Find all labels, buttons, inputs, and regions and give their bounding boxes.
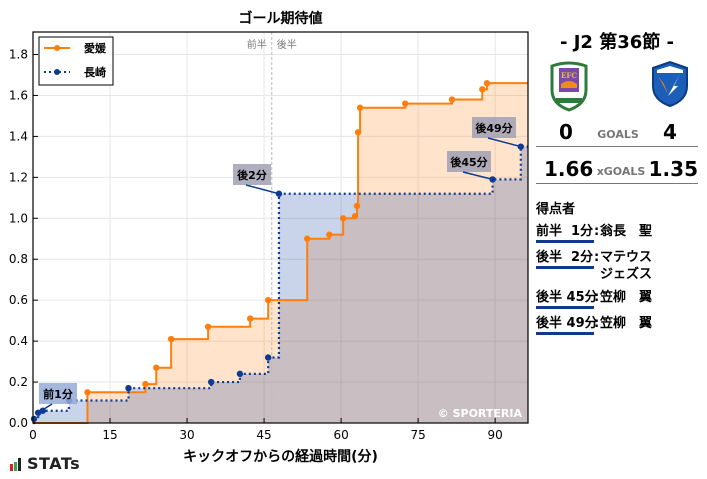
svg-text:後49分: 後49分: [475, 121, 512, 135]
grid-lines: [32, 32, 528, 424]
ehime-crest-icon: EFC: [550, 61, 588, 112]
svg-text:EFC: EFC: [561, 71, 577, 80]
stats-bars-icon: [10, 458, 21, 471]
scorer-row: 後半 2分: マテウス ジェズス: [536, 249, 653, 282]
svg-text:後2分: 後2分: [237, 168, 267, 182]
scorer-row: 後半 45分: 笠柳 翼: [536, 289, 698, 309]
svg-text:0.2: 0.2: [9, 375, 28, 389]
legend-nagasaki-marker: [54, 69, 60, 75]
scorer-row: 前半 1分: 翁長 聖: [536, 223, 698, 243]
chart-title: ゴール期待値: [238, 11, 323, 27]
legend-ehime-marker: [54, 45, 60, 51]
scorers-header: 得点者: [536, 202, 576, 217]
svg-text:60: 60: [333, 428, 348, 442]
scorer-time: 後半 45分: [536, 289, 598, 309]
goals-label: GOALS: [597, 128, 639, 141]
stats-logo: STATs: [10, 454, 81, 473]
home-goals: 0: [559, 120, 573, 144]
svg-text:後45分: 後45分: [450, 155, 487, 169]
svg-text:0.8: 0.8: [9, 252, 28, 266]
axis-ticks: 0 15 30 45 60 75 90 0.0 0.2 0.4 0.6 0.8 1.0 1.2 1.4 1.6…: [9, 48, 503, 442]
away-goals: 4: [663, 120, 677, 144]
xgoals-row: 1.66 xGOALS 1.35: [536, 147, 698, 184]
svg-text:前1分: 前1分: [43, 387, 73, 401]
svg-text:0.6: 0.6: [9, 293, 28, 307]
plot-frame: [32, 31, 529, 424]
svg-text:1.0: 1.0: [9, 211, 28, 225]
svg-text:1.4: 1.4: [9, 129, 28, 143]
first-half-label: 前半: [247, 38, 267, 51]
x-axis-label: キックオフからの経過時間(分): [183, 449, 378, 465]
second-half-label: 後半: [277, 38, 297, 51]
goals-row: 0 GOALS 4: [536, 120, 698, 147]
area-fills: [33, 83, 528, 424]
svg-text:90: 90: [487, 428, 502, 442]
team-logos: EFC: [536, 60, 698, 112]
round-title: - J2 第36節 -: [559, 32, 674, 53]
goal-annotations: 前1分 後2分 後45分 後49分: [37, 117, 522, 414]
match-summary: - J2 第36節 - EFC 0 GOALS 4 1.66 xGOALS 1.…: [536, 28, 698, 341]
svg-text:15: 15: [102, 428, 117, 442]
legend: 愛媛 長崎: [38, 36, 114, 86]
watermark: © SPORTERIA: [438, 407, 523, 420]
svg-text:0.4: 0.4: [9, 334, 28, 348]
scorer-row: 後半 49分: 笠柳 翼: [536, 315, 698, 335]
stats-logo-text: STATs: [27, 454, 81, 473]
svg-text:0: 0: [29, 428, 37, 442]
svg-text:1.6: 1.6: [9, 88, 28, 102]
svg-text:0.0: 0.0: [9, 416, 28, 430]
scorer-name: 翁長 聖: [600, 224, 653, 239]
scorer-time: 後半 2分: [536, 249, 594, 269]
svg-text:45: 45: [256, 428, 271, 442]
nagasaki-crest-icon: [652, 60, 688, 108]
svg-text:1.8: 1.8: [9, 48, 28, 62]
away-xg: 1.35: [648, 157, 698, 181]
legend-label-nagasaki: 長崎: [84, 65, 106, 79]
scorers-list: 得点者 前半 1分: 翁長 聖 後半 2分: マテウス ジェズス 後半 45分:…: [536, 198, 698, 335]
scorer-name: マテウス ジェズス: [600, 250, 653, 282]
scorer-name: 笠柳 翼: [600, 290, 653, 305]
scorer-name: 笠柳 翼: [600, 316, 653, 331]
xgoals-label: xGOALS: [596, 165, 646, 178]
scorer-time: 前半 1分: [536, 223, 594, 243]
legend-label-ehime: 愛媛: [84, 41, 107, 55]
svg-text:75: 75: [410, 428, 425, 442]
home-xg: 1.66: [544, 157, 594, 181]
scorer-time: 後半 49分: [536, 315, 598, 335]
svg-text:1.2: 1.2: [9, 170, 28, 184]
svg-text:30: 30: [179, 428, 194, 442]
